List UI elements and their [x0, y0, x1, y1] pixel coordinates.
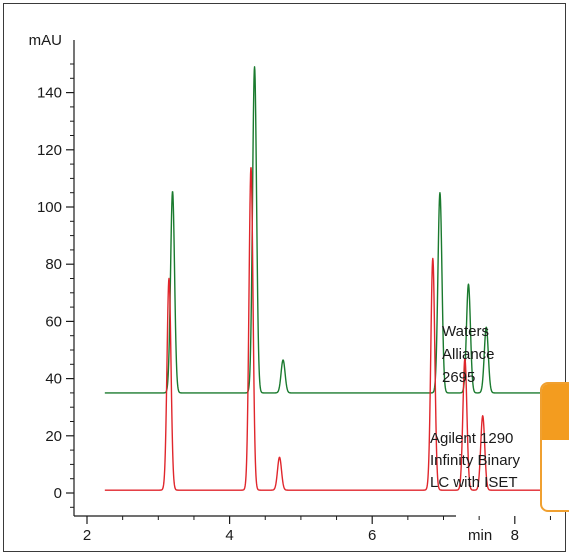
callout-tab — [542, 384, 569, 440]
waters-label-line-1: Waters — [442, 323, 489, 340]
y-tick-label: 0 — [54, 485, 62, 502]
x-tick-label: 4 — [225, 527, 233, 544]
callout-box — [540, 382, 569, 512]
x-axis-label: min — [468, 527, 492, 544]
chart-frame: 020406080100120140mAU24681012min Waters … — [3, 3, 567, 552]
y-tick-label: 80 — [45, 256, 62, 273]
series-lines — [104, 66, 567, 491]
y-axis-label: mAU — [29, 32, 62, 49]
agilent-label-line-1: Agilent 1290 — [430, 430, 513, 447]
chromatogram-chart: 020406080100120140mAU24681012min Waters … — [29, 32, 567, 544]
y-tick-label: 140 — [37, 85, 62, 102]
y-tick-label: 60 — [45, 313, 62, 330]
y-tick-label: 100 — [37, 199, 62, 216]
agilent-label-line-3: LC with ISET — [430, 474, 518, 491]
agilent-trace — [104, 167, 567, 491]
y-tick-label: 40 — [45, 371, 62, 388]
waters-label-line-3: 2695 — [442, 369, 475, 386]
x-tick-label: 8 — [511, 527, 519, 544]
agilent-label-line-2: Infinity Binary — [430, 452, 521, 469]
y-tick-label: 20 — [45, 428, 62, 445]
axes: 020406080100120140mAU24681012min — [29, 32, 551, 544]
x-tick-label: 2 — [83, 527, 91, 544]
series-labels: Waters Alliance 2695 Agilent 1290 Infini… — [430, 323, 521, 491]
waters-trace — [104, 66, 567, 394]
waters-label-line-2: Alliance — [442, 346, 495, 363]
y-tick-label: 120 — [37, 142, 62, 159]
x-tick-label: 6 — [368, 527, 376, 544]
